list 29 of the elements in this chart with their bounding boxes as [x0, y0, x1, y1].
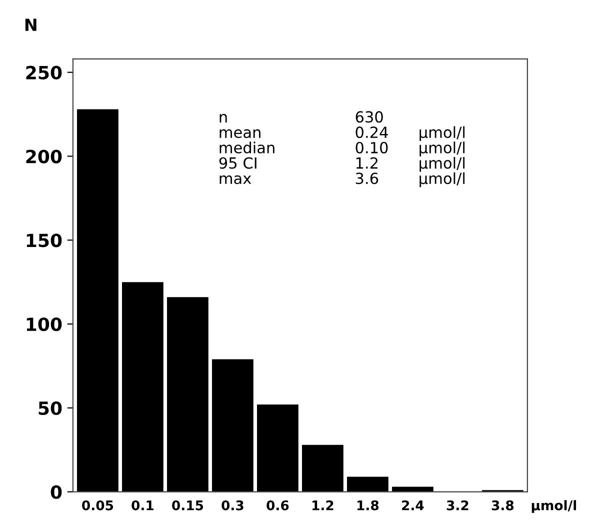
annotation: n mean median 95 CI max [219, 114, 274, 184]
y-tick-label: 200 [26, 150, 62, 164]
x-tick-label: 1.2 [312, 500, 334, 510]
x-tick-label: 0.6 [266, 500, 289, 510]
x-tick-label: 1.8 [357, 500, 379, 510]
bar [77, 109, 118, 492]
x-tick-label: 2.4 [402, 500, 424, 510]
y-tick-label: 250 [26, 66, 62, 80]
bar [257, 404, 298, 492]
x-tick-label: 0.3 [222, 500, 244, 510]
annotation: 630 0.24 0.10 1.2 3.6 [356, 111, 388, 184]
bar [122, 282, 164, 492]
bar [346, 476, 388, 492]
x-tick-label: 0.15 [172, 500, 204, 510]
x-tick-label: 3.8 [492, 500, 514, 510]
x-tick-label: 0.1 [132, 500, 154, 510]
bar [212, 359, 254, 492]
y-tick-label: 150 [26, 234, 62, 248]
y-tick-label: 0 [50, 485, 62, 499]
y-axis-title: N [25, 18, 36, 31]
annotation: µmol/l µmol/l µmol/l µmol/l [420, 126, 465, 188]
x-axis-title: µmol/l [532, 500, 576, 513]
bar [392, 486, 434, 492]
y-tick-label: 100 [26, 317, 62, 332]
bar [302, 444, 344, 492]
x-tick-label: 0.05 [82, 500, 114, 510]
x-tick-label: 3.2 [446, 500, 468, 510]
bar [167, 297, 208, 492]
y-tick-label: 50 [38, 401, 62, 416]
